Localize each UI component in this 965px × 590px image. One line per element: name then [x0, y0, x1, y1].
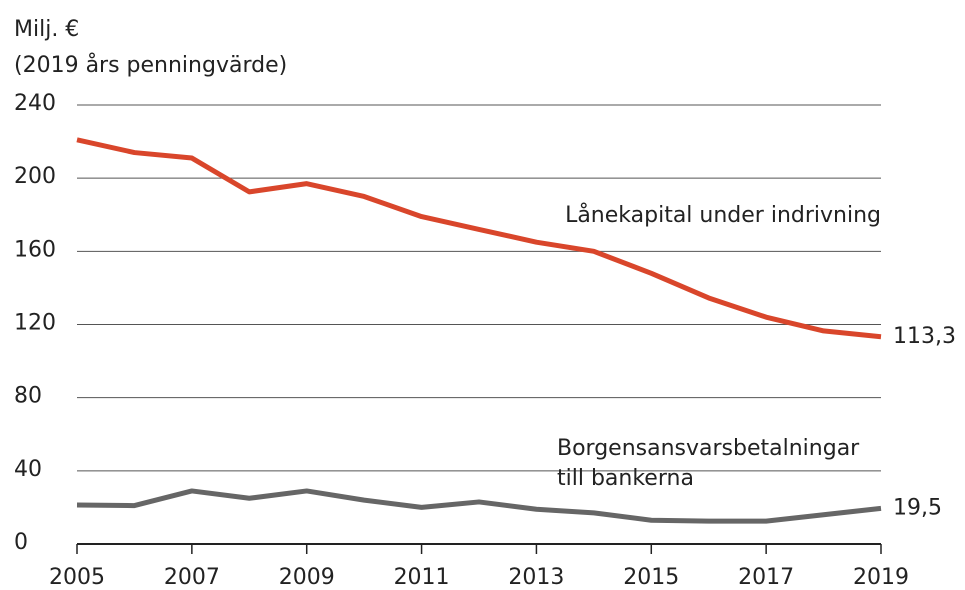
value-label: 19,5 — [893, 495, 942, 520]
y-tick-label: 80 — [14, 384, 42, 409]
x-tick-label: 2015 — [623, 565, 679, 590]
y-tick-label: 40 — [14, 457, 42, 482]
y-tick-label: 120 — [14, 311, 56, 336]
y-tick-label: 240 — [14, 91, 56, 116]
y-tick-label: 160 — [14, 237, 56, 262]
series-label: Borgensansvarsbetalningar till bankerna — [557, 436, 860, 491]
x-tick-label: 2009 — [279, 565, 335, 590]
value-label: 113,3 — [893, 324, 956, 349]
y-tick-label: 200 — [14, 164, 56, 189]
x-tick-label: 2017 — [738, 565, 794, 590]
x-tick-label: 2019 — [853, 565, 909, 590]
x-tick-label: 2007 — [164, 565, 220, 590]
series-line — [76, 488, 882, 524]
series-line — [76, 137, 882, 340]
series-label: Lånekapital under indrivning — [565, 202, 881, 228]
y-tick-label: 0 — [14, 530, 28, 555]
y-axis-label: Milj. € — [14, 17, 79, 42]
y-axis-label: (2019 års penningvärde) — [14, 52, 287, 78]
x-tick-label: 2011 — [394, 565, 450, 590]
x-tick-label: 2005 — [49, 565, 105, 590]
x-tick-label: 2013 — [508, 565, 564, 590]
